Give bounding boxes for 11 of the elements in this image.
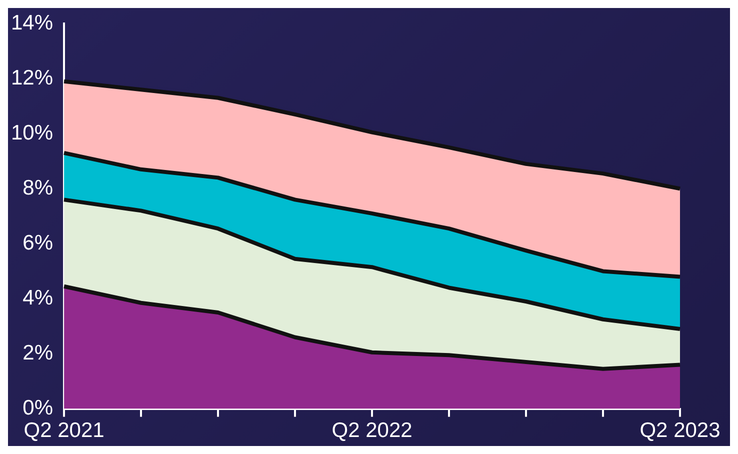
x-tick-label: Q2 2023: [640, 419, 720, 442]
y-tick-label: 2%: [22, 342, 54, 365]
y-tick-label: 14%: [11, 11, 54, 34]
y-tick-label: 8%: [22, 176, 54, 200]
x-tick-label: Q2 2021: [24, 419, 104, 442]
y-tick-label: 10%: [11, 121, 54, 144]
y-tick-label: 12%: [11, 66, 54, 90]
x-tick-label: Q2 2022: [332, 419, 412, 442]
y-tick-label: 0%: [22, 396, 54, 420]
y-tick-label: 4%: [22, 286, 54, 310]
y-tick-label: 6%: [22, 232, 54, 255]
